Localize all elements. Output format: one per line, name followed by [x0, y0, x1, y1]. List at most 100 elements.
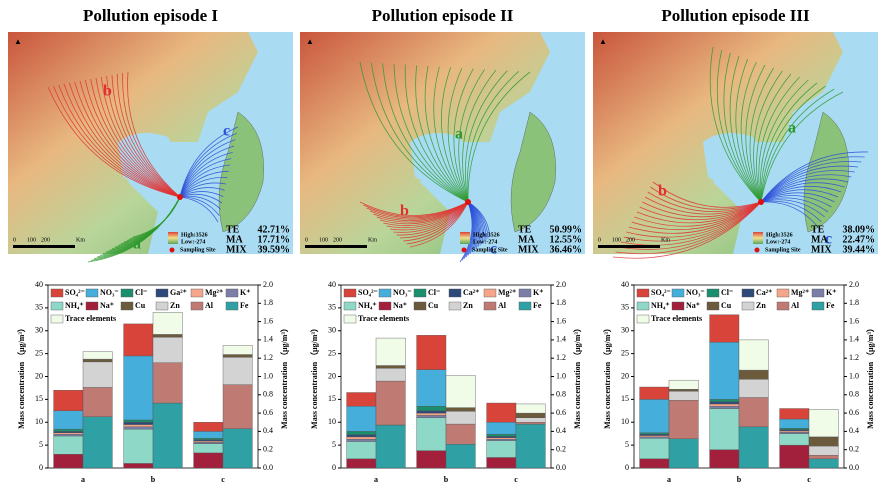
legend-swatch — [414, 289, 426, 297]
legend-label: Cl⁻ — [428, 288, 440, 297]
legend-low: Low:-274 — [766, 239, 790, 245]
y-tick-label: 25 — [328, 348, 336, 357]
legend-swatch — [777, 302, 789, 310]
y-tick-label: 10 — [35, 417, 43, 426]
legend-label: Na⁺ — [100, 301, 114, 310]
y2-tick-label: 1.8 — [556, 298, 566, 307]
x-tick-label: c — [221, 475, 225, 484]
legend-label: NH₄⁺ — [651, 301, 670, 310]
legend-swatch — [637, 302, 649, 310]
scale-label: 200 — [626, 237, 635, 243]
map-title: Pollution episode II — [372, 6, 514, 25]
bar-segment — [640, 438, 669, 459]
bar-segment — [446, 444, 475, 468]
y2-tick-label: 0.8 — [556, 390, 566, 399]
y2-tick-label: 2.0 — [849, 280, 859, 289]
y2-tick-label: 1.0 — [263, 371, 273, 380]
scale-label: 0 — [305, 237, 308, 243]
y-tick-label: 35 — [621, 303, 629, 312]
legend-swatch — [86, 289, 98, 297]
legend-swatch — [449, 289, 461, 297]
y-tick-label: 5 — [625, 440, 629, 449]
legend-swatch — [672, 289, 684, 297]
bar-segment — [516, 404, 545, 413]
bar-segment — [446, 408, 475, 412]
bar-segment — [710, 450, 739, 468]
legend-label: Ca²⁺ — [756, 288, 772, 297]
legend-swatch — [121, 289, 133, 297]
legend-label: Mg²⁺ — [498, 288, 516, 297]
y2-tick-label: 1.2 — [556, 353, 566, 362]
legend-label: Trace elements — [651, 314, 702, 323]
bar-segment — [640, 433, 669, 434]
legend-label: Zn — [756, 301, 766, 310]
bar-segment — [347, 437, 376, 439]
bar-segment — [376, 381, 405, 425]
bar-segment — [153, 312, 182, 334]
bar-segment — [194, 441, 223, 442]
map: abc▲0100200KmHigh:3526Low:-274Sampling S… — [300, 32, 585, 262]
bar-segment — [809, 446, 838, 455]
legend-swatch — [812, 302, 824, 310]
legend-swatch — [344, 302, 356, 310]
legend-swatch — [344, 289, 356, 297]
y-tick-label: 30 — [328, 326, 336, 335]
y-tick-label: 10 — [328, 417, 336, 426]
legend-label: Na⁺ — [393, 301, 407, 310]
scale-bar — [598, 245, 660, 248]
x-tick-label: b — [737, 475, 742, 484]
legend-swatch — [637, 289, 649, 297]
cluster-label: a — [455, 126, 463, 143]
legend-high: High:3526 — [181, 232, 208, 238]
y-tick-label: 25 — [621, 348, 629, 357]
legend-swatch — [519, 289, 531, 297]
bar-segment — [640, 434, 669, 435]
legend-swatch — [226, 289, 238, 297]
cluster-share: 39.44% — [843, 244, 876, 255]
bar-segment — [376, 366, 405, 369]
legend-swatch — [742, 302, 754, 310]
y2-tick-label: 1.2 — [849, 353, 859, 362]
legend-swatch — [812, 289, 824, 297]
bar-segment — [376, 368, 405, 381]
bar-segment — [739, 398, 768, 427]
bar-segment — [487, 422, 516, 434]
bar-segment — [347, 435, 376, 437]
legend-swatch — [414, 302, 426, 310]
bar-segment — [739, 427, 768, 468]
bar-segment — [417, 451, 446, 468]
bar-segment — [54, 454, 83, 468]
legend-label: Al — [791, 301, 800, 310]
legend-swatch — [672, 302, 684, 310]
legend-site-dot — [462, 248, 467, 253]
legend-swatch — [121, 302, 133, 310]
y2-tick-label: 0.6 — [849, 408, 859, 417]
bar-segment — [710, 404, 739, 406]
legend-swatch — [707, 289, 719, 297]
legend-label: Cu — [428, 301, 439, 310]
legend-swatch — [484, 289, 496, 297]
legend-label: K⁺ — [826, 288, 836, 297]
bar-segment — [487, 403, 516, 422]
y2-tick-label: 0.0 — [556, 463, 566, 472]
y-tick-label: 20 — [328, 371, 336, 380]
bar-segment — [710, 406, 739, 408]
bar-segment — [124, 425, 153, 427]
y-tick-label: 10 — [621, 417, 629, 426]
y2-tick-label: 1.6 — [556, 316, 566, 325]
legend-label: Na⁺ — [686, 301, 700, 310]
bar-segment — [640, 399, 669, 432]
bar-segment — [153, 334, 182, 337]
y-tick-label: 20 — [35, 371, 43, 380]
legend-swatch — [51, 289, 63, 297]
legend-swatch — [742, 289, 754, 297]
y-tick-label: 40 — [621, 280, 629, 289]
bar-segment — [54, 411, 83, 429]
scale-bar — [13, 245, 75, 248]
bar-segment — [516, 422, 545, 424]
legend-label: NO₃⁻ — [686, 288, 705, 297]
y2-tick-label: 0.4 — [556, 426, 566, 435]
legend-swatch — [777, 289, 789, 297]
bar-segment — [417, 370, 446, 407]
legend-label: Zn — [463, 301, 473, 310]
